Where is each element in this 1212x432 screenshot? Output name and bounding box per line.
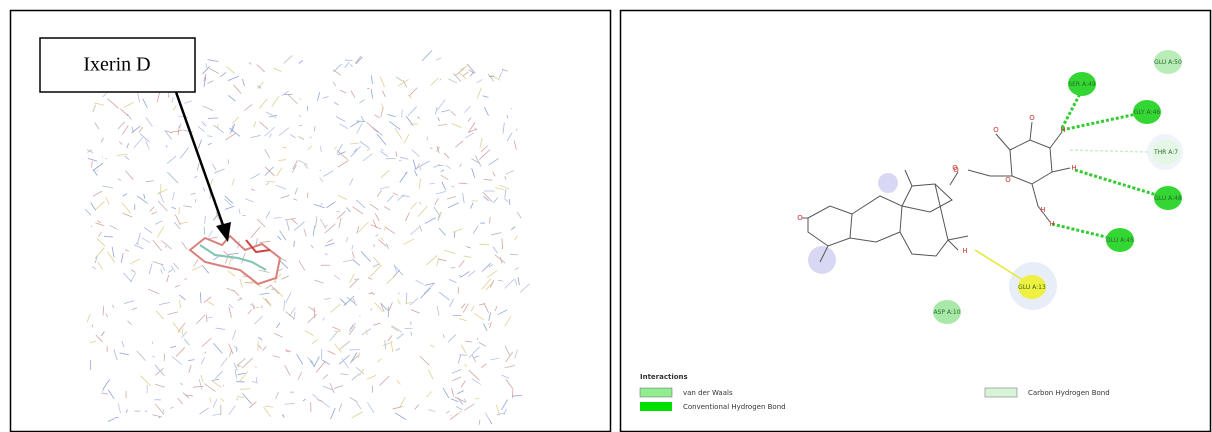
residue-label: ASP A:10: [933, 309, 960, 316]
atom-label: H: [1049, 220, 1054, 228]
atom-label: O: [953, 166, 959, 174]
ligand-label: Ixerin D: [83, 54, 150, 76]
legend-swatch: [985, 388, 1017, 397]
atom-label: H: [1060, 126, 1065, 134]
mesh-line: [354, 279, 359, 280]
atom-label: O: [797, 214, 803, 222]
mesh-line: [489, 76, 494, 77]
legend-item: Conventional Hydrogen Bond: [683, 403, 786, 411]
legend-title: Interactions: [640, 373, 688, 381]
residue-label: GLY A:46: [1134, 109, 1161, 116]
mesh-line: [223, 385, 224, 387]
mesh-line: [267, 181, 276, 182]
mesh-line: [386, 158, 396, 159]
residue-label: GLU A:50: [1154, 59, 1182, 66]
residue-label: GLU A:48: [1154, 195, 1182, 202]
atom-label: H: [962, 247, 967, 255]
legend-item: Carbon Hydrogen Bond: [1028, 389, 1110, 397]
residue: GLU A:45: [1106, 228, 1134, 252]
legend-item: van der Waals: [683, 389, 733, 397]
mesh-line: [385, 340, 386, 349]
residue: GLU A:13: [1018, 275, 1046, 299]
legend-swatch: [640, 388, 672, 397]
residue: ASP A:10: [933, 300, 961, 324]
figure: Ixerin D OOHOHHHOHOO SER A:49GLU A:50GLY…: [0, 0, 1212, 432]
residue: THR A:7: [1152, 140, 1180, 164]
residue: SER A:49: [1068, 72, 1096, 96]
mesh-line: [405, 173, 406, 174]
atom-label: O: [1005, 176, 1011, 184]
residue-label: THR A:7: [1153, 149, 1178, 156]
residue-label: SER A:49: [1068, 81, 1096, 88]
legend-swatch: [640, 402, 672, 411]
atom-label: H: [1040, 206, 1045, 214]
mesh-line: [451, 268, 455, 269]
residue-label: GLU A:13: [1018, 284, 1046, 291]
residue-label: GLU A:45: [1106, 237, 1134, 244]
residue: GLY A:46: [1133, 100, 1161, 124]
atom-label: O: [1029, 114, 1035, 122]
residue: GLU A:48: [1154, 186, 1182, 210]
atom-label: O: [993, 126, 999, 134]
residue: GLU A:50: [1154, 50, 1182, 74]
atom-label: H: [1071, 164, 1076, 172]
